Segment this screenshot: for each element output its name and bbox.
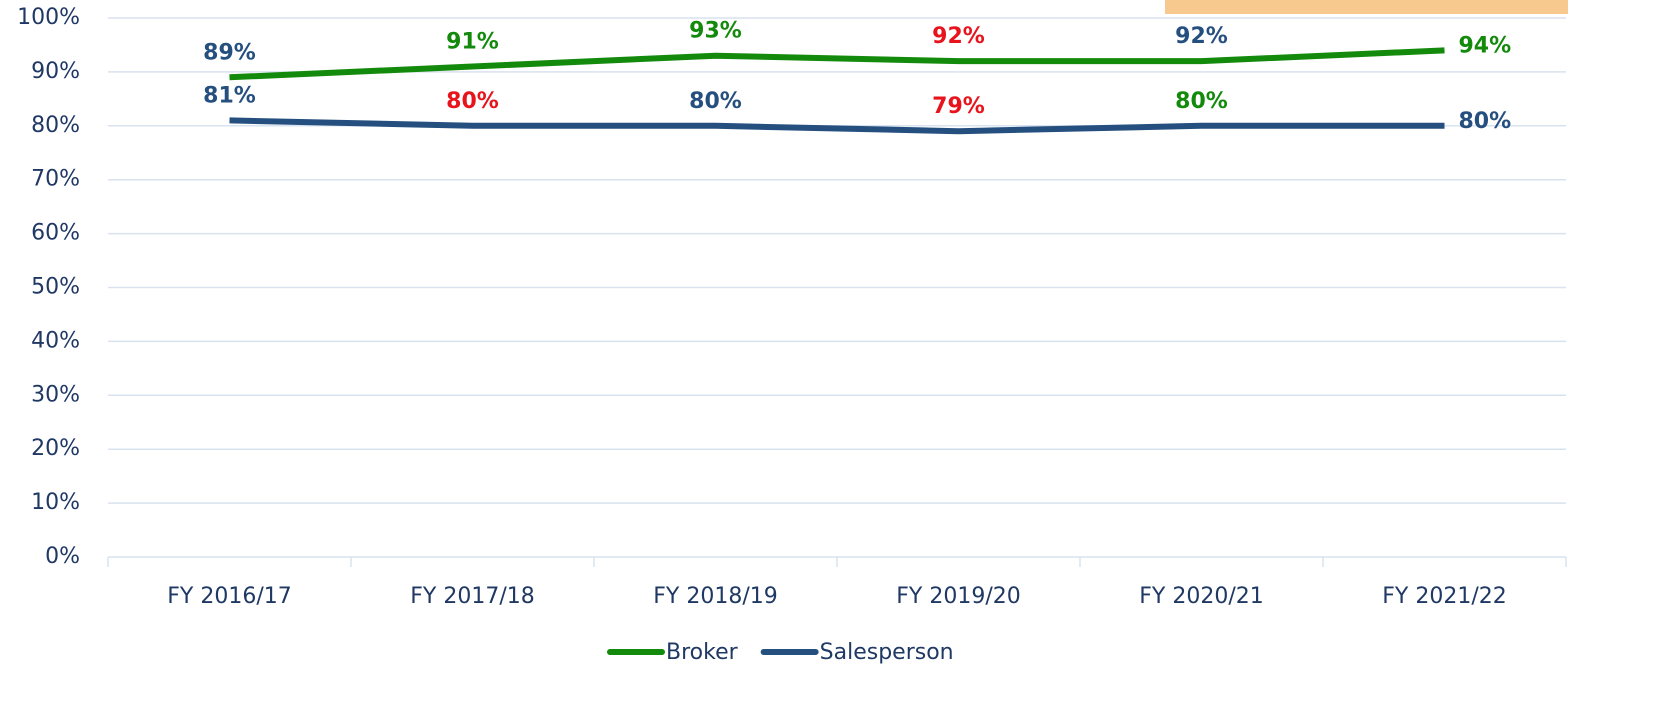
y-tick-label: 40% [31, 328, 80, 353]
y-tick-label: 70% [31, 167, 80, 192]
series-line [229, 47, 1445, 81]
data-label: 92% [932, 24, 985, 49]
y-tick-label: 30% [31, 382, 80, 407]
y-tick-label: 100% [17, 5, 80, 30]
x-tick-label: FY 2017/18 [410, 584, 534, 609]
y-tick-label: 90% [31, 59, 80, 84]
legend-label: Salesperson [820, 640, 954, 665]
data-label: 93% [689, 19, 742, 44]
x-tick-label: FY 2016/17 [167, 584, 291, 609]
data-label: 89% [203, 40, 256, 65]
data-label: 92% [1175, 24, 1228, 49]
data-label: 80% [689, 89, 742, 114]
x-tick-label: FY 2020/21 [1139, 584, 1263, 609]
x-tick-label: FY 2019/20 [896, 584, 1020, 609]
x-tick-label: FY 2018/19 [653, 584, 777, 609]
data-label: 80% [446, 89, 499, 114]
y-tick-label: 10% [31, 490, 80, 515]
data-label: 94% [1459, 33, 1512, 58]
data-label: 80% [1459, 109, 1512, 134]
legend-label: Broker [666, 640, 739, 665]
data-label: 91% [446, 30, 499, 55]
y-tick-label: 20% [31, 436, 80, 461]
x-tick-label: FY 2021/22 [1382, 584, 1506, 609]
data-label: 80% [1175, 89, 1228, 114]
y-tick-label: 60% [31, 221, 80, 246]
series-line [229, 117, 1445, 135]
y-tick-label: 50% [31, 275, 80, 300]
note-box [1165, 0, 1568, 14]
data-label: 79% [932, 94, 985, 119]
y-tick-label: 0% [45, 544, 80, 569]
data-label: 81% [203, 83, 256, 108]
y-tick-label: 80% [31, 113, 80, 138]
